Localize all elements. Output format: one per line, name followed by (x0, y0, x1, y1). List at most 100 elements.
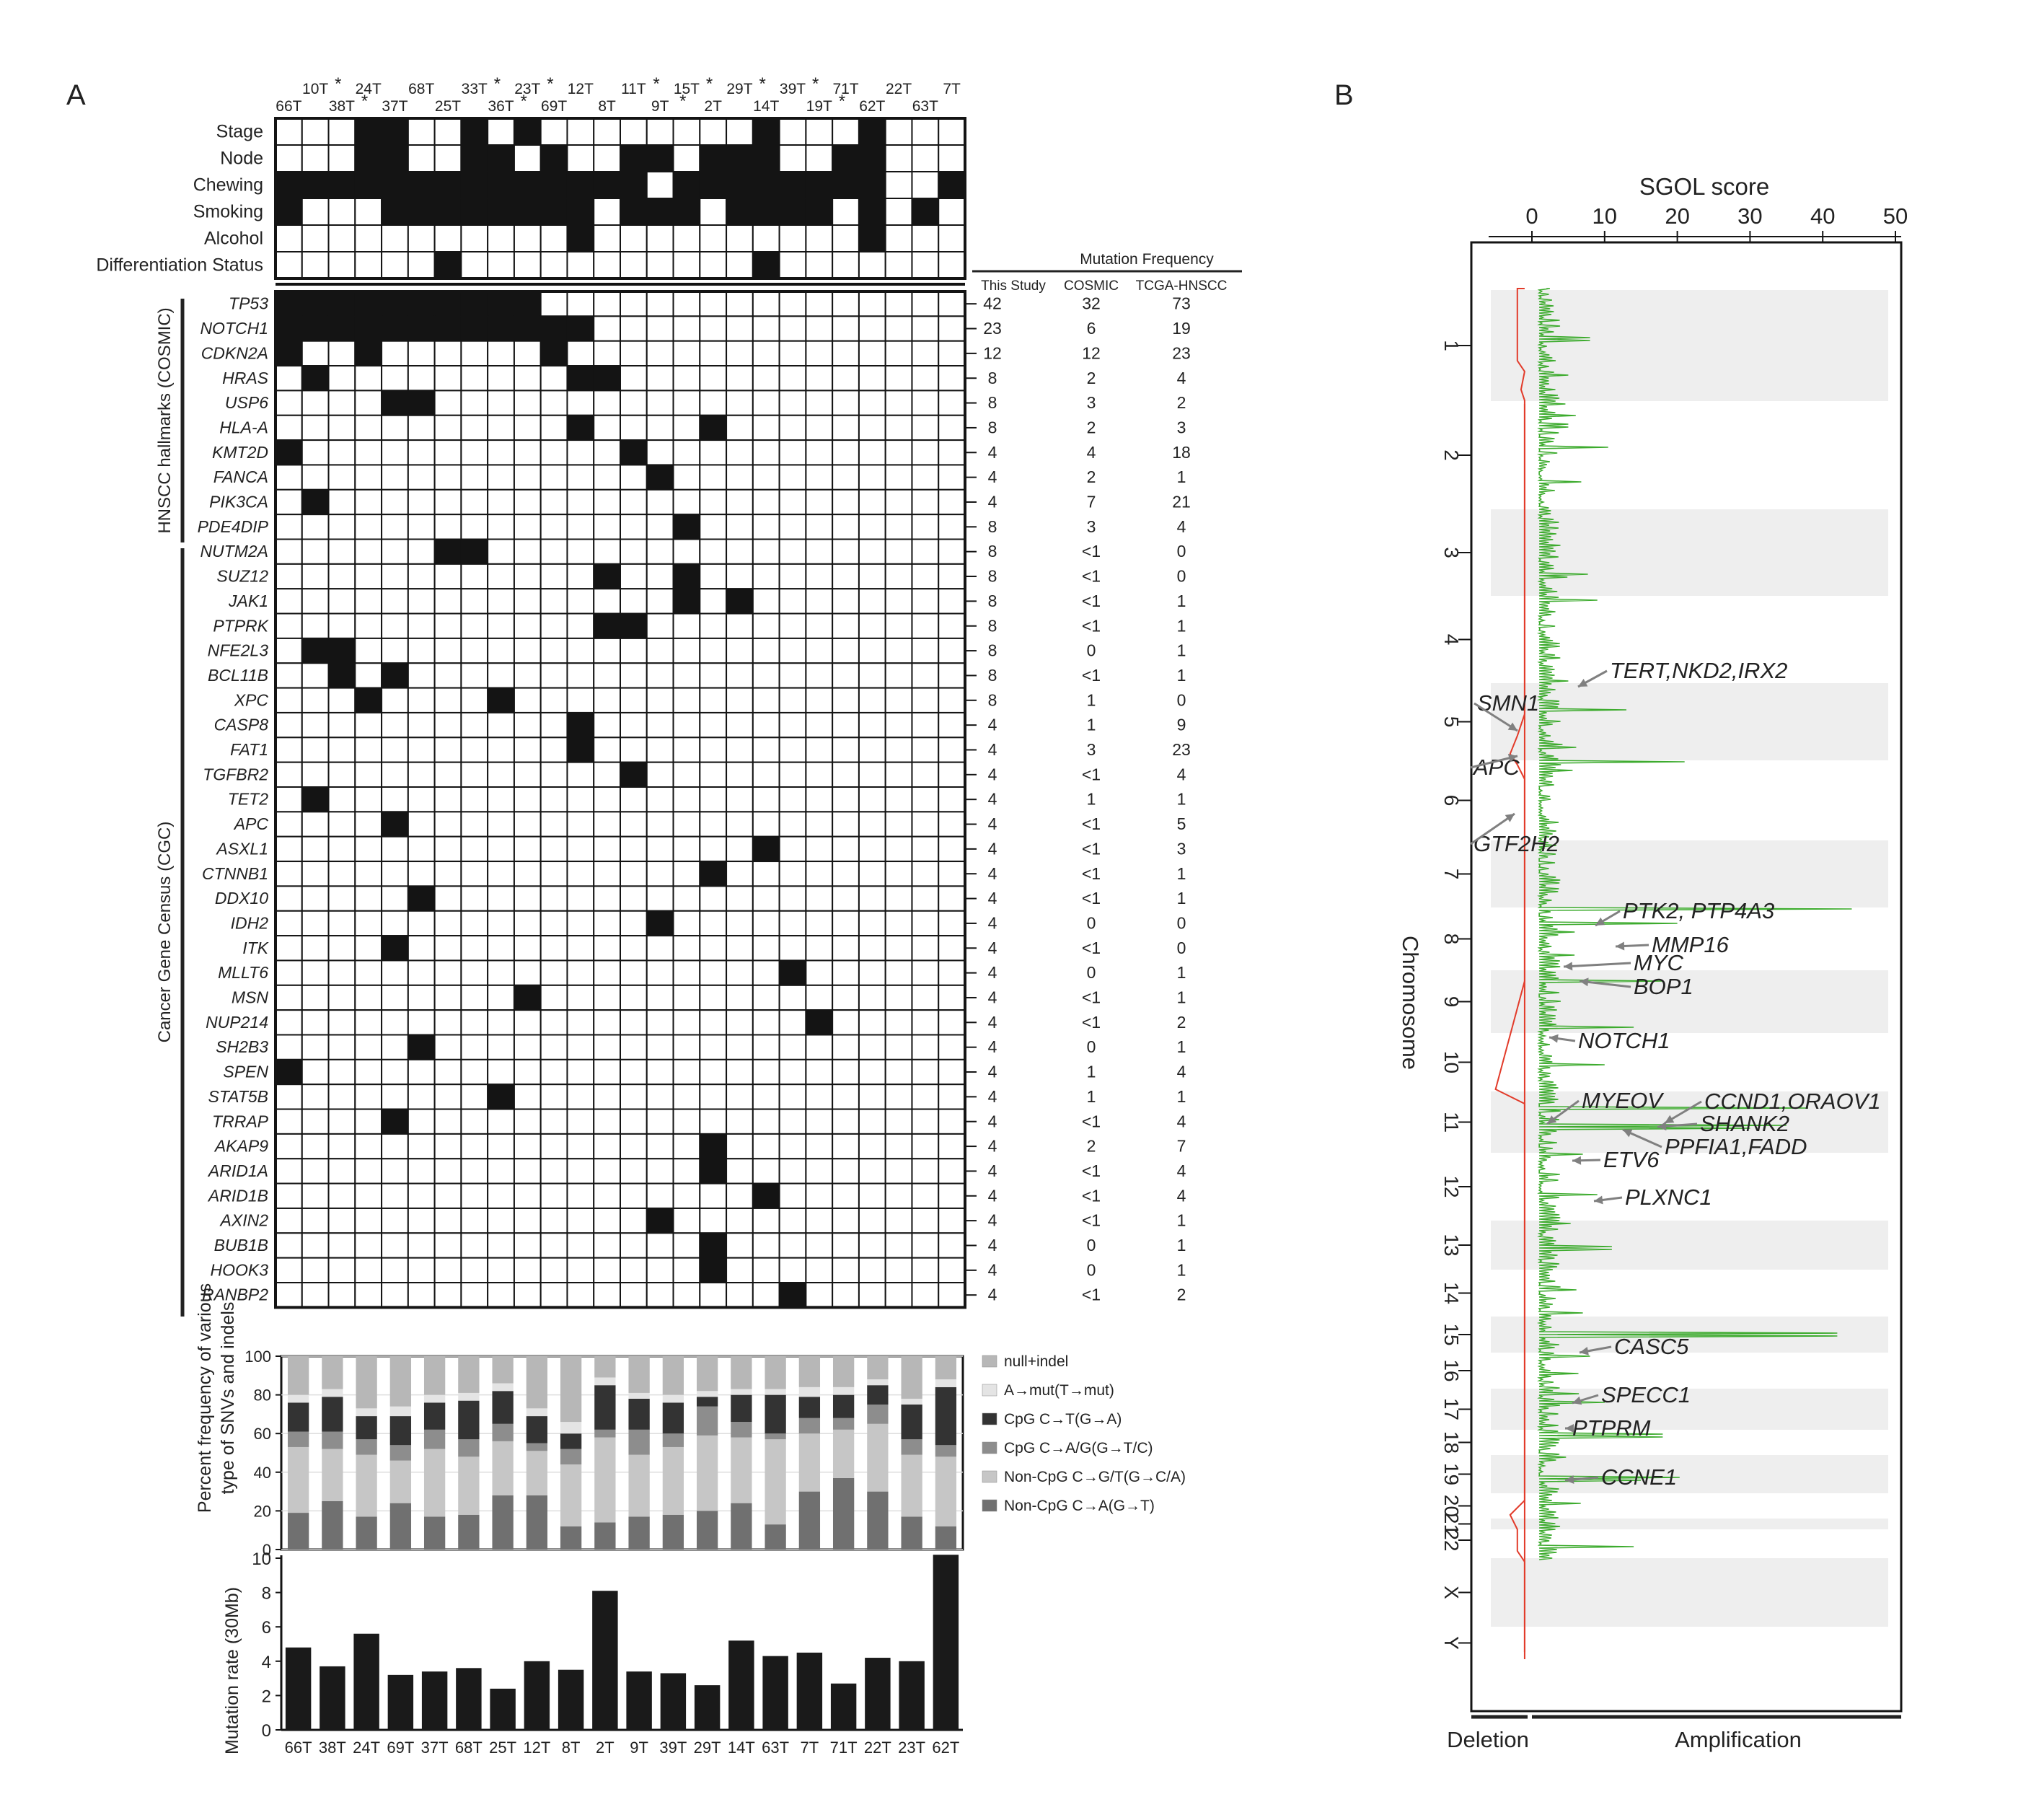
clinical-cell (884, 118, 913, 146)
annotation-arrowhead (1547, 1115, 1557, 1124)
mutation-cell (884, 464, 913, 491)
gene-row-usp6: USP6 8 3 2 (225, 390, 1186, 416)
sample-label-29t: 29T (726, 81, 752, 97)
spectrum-bar-68t-non-cpg-c-a-g-t (458, 1514, 480, 1550)
mutation-cell (726, 464, 754, 491)
spectrum-bar-69t-non-cpg-c-g-t-g-c-a (389, 1460, 412, 1503)
mutation-cell (832, 811, 860, 838)
spectrum-bar-12t-a-mut-t-mut (526, 1408, 548, 1417)
mutation-cell (275, 662, 303, 689)
mutation-cell (832, 1282, 860, 1309)
mutation-cell (460, 1232, 489, 1259)
mutation-cell-filled (566, 315, 595, 342)
mutation-cell (327, 1158, 356, 1185)
mutation-cell (911, 563, 940, 590)
mutation-cell (433, 414, 462, 441)
mutation-cell (620, 1084, 648, 1110)
mutation-cell (301, 1257, 330, 1284)
clinical-cell-filled (593, 171, 622, 199)
freq-tcga: 4 (1177, 1063, 1186, 1081)
gene-name: NFE2L3 (208, 641, 269, 660)
chromosome-label-14: 14 (1440, 1282, 1463, 1304)
mutation-cell (327, 984, 356, 1011)
mutation-cell (593, 1232, 622, 1259)
mutation-cell (858, 885, 886, 912)
mutation-cell (433, 1084, 462, 1110)
mutation-cell (301, 390, 330, 416)
mutation-cell (911, 538, 940, 565)
rate-bar-37t (421, 1671, 448, 1730)
mutation-cell (858, 1158, 886, 1185)
mutation-cell (911, 414, 940, 441)
mutation-cell (460, 1108, 489, 1135)
spectrum-bar-39t-cpg-c-t-g-a (662, 1402, 684, 1434)
mutation-cell (858, 761, 886, 788)
spectrum-bar-12t-cpg-c-t-g-a (526, 1416, 548, 1443)
mutation-cell (778, 414, 807, 441)
spectrum-bar-2t-cpg-c-t-g-a (594, 1385, 616, 1430)
annotation-text: MYEOV (1582, 1088, 1665, 1113)
rate-ytick-label: 4 (262, 1653, 271, 1672)
mutation-cell (487, 1207, 515, 1234)
mutation-cell (752, 414, 780, 441)
mutation-cell (858, 612, 886, 639)
mutation-cell (275, 1034, 303, 1060)
clinical-cell (778, 144, 807, 172)
mutation-cell (487, 637, 515, 664)
sample-star: * (759, 74, 765, 94)
clinical-cell-filled (513, 198, 542, 226)
mutation-cell (433, 390, 462, 416)
mutation-cell (407, 1257, 436, 1284)
clinical-cell (646, 118, 674, 146)
mutation-cell (699, 984, 728, 1011)
mutation-cell (699, 711, 728, 739)
gene-name: XPC (234, 690, 269, 709)
mutation-cell (752, 861, 780, 887)
mutation-cell (752, 1257, 780, 1284)
spectrum-bar-63t-null-indel (765, 1356, 786, 1389)
mutation-cell (301, 835, 330, 863)
mutation-cell (539, 464, 568, 491)
mutation-cell (566, 662, 595, 689)
mutation-cell (699, 488, 728, 516)
mutation-cell (460, 687, 489, 713)
freq-tcga: 0 (1177, 690, 1186, 709)
mutation-cell (327, 1282, 356, 1309)
clinical-cell (407, 144, 436, 172)
mutation-cell (433, 935, 462, 962)
freq-this-study: 8 (988, 369, 997, 387)
mutation-cell (620, 1034, 648, 1060)
mutation-cell (407, 687, 436, 713)
gene-row-ranbp2: RANBP2 4 <1 2 (202, 1282, 1186, 1309)
gene-row-pde4dip: PDE4DIP 8 3 4 (198, 514, 1186, 540)
mutation-cell (805, 1133, 834, 1160)
gene-row-hla-a: HLA-A 8 2 3 (219, 414, 1186, 441)
mutation-cell (539, 612, 568, 639)
mutation-cell (911, 488, 940, 516)
freq-cosmic: 0 (1087, 1260, 1096, 1279)
mutation-cell (593, 687, 622, 713)
mutation-cell (275, 910, 303, 937)
mutation-cell-filled (805, 1009, 834, 1036)
mutation-cell (327, 612, 356, 639)
gene-row-sh2b3: SH2B3 4 0 1 (216, 1034, 1186, 1060)
mutation-cell (858, 464, 886, 491)
mutation-cell (407, 1182, 436, 1209)
mutation-cell (513, 588, 542, 615)
mutation-cell (327, 1133, 356, 1160)
mutation-cell (884, 737, 913, 763)
freq-this-study: 4 (988, 1286, 997, 1304)
mutation-cell (858, 1034, 886, 1060)
mutation-cell (672, 711, 701, 739)
rate-xtick-label: 38T (319, 1739, 346, 1757)
mutation-cell (938, 1009, 966, 1036)
spectrum-bar-29t-non-cpg-c-g-t-g-c-a (696, 1435, 718, 1511)
clinical-cell-filled (778, 171, 807, 199)
mutation-cell-filled (407, 390, 436, 416)
mutation-cell (778, 390, 807, 416)
mutation-cell (672, 1108, 701, 1135)
mutation-cell (513, 1009, 542, 1036)
freq-cosmic: <1 (1082, 889, 1101, 908)
